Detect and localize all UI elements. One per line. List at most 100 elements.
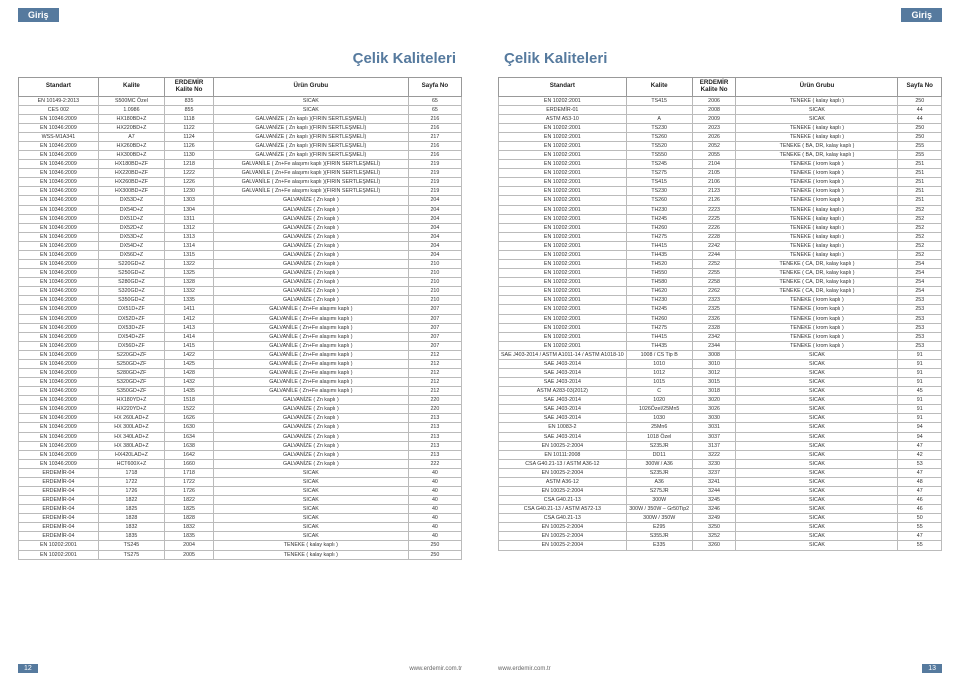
table-cell: DX54D+Z — [98, 205, 164, 214]
table-row: EN 10346:2009DX54D+Z1314GALVANİZE ( Zn k… — [19, 241, 462, 250]
table-cell: SICAK — [736, 532, 898, 541]
table-cell: GALVANİZE ( Zn kaplı ) — [213, 432, 408, 441]
table-cell: EN 10111:2008 — [499, 450, 627, 459]
table-cell: TH230 — [626, 205, 692, 214]
table-cell: 91 — [898, 359, 942, 368]
table-cell: 212 — [408, 359, 461, 368]
table-row: EN 10346:2009S220GD+Z1322GALVANİZE ( Zn … — [19, 260, 462, 269]
table-cell: EN 10346:2009 — [19, 214, 99, 223]
table-row: EN 10346:2009DX54D+ZF1414GALVANİLE ( Zn+… — [19, 332, 462, 341]
table-cell: 2004 — [165, 541, 214, 550]
table-row: ERDEMİR-0418321832SICAK40 — [19, 523, 462, 532]
table-row: CSA G40.21-13300W3245SICAK46 — [499, 496, 942, 505]
steel-table-left: StandartKaliteERDEMİRKalite NoÜrün Grubu… — [18, 77, 462, 560]
table-cell: DX53D+ZF — [98, 323, 164, 332]
table-cell: EN 10346:2009 — [19, 423, 99, 432]
table-row: EN 10025-2:2004E3353260SICAK55 — [499, 541, 942, 550]
table-cell: EN 10346:2009 — [19, 187, 99, 196]
table-cell: 253 — [898, 296, 942, 305]
table-cell: 204 — [408, 241, 461, 250]
table-cell: A36 — [626, 477, 692, 486]
table-cell: GALVANİLE ( Zn+Fe alaşımı kaplı ) — [213, 350, 408, 359]
table-row: SAE J403-201410303030SICAK91 — [499, 414, 942, 423]
table-cell: GALVANİZE ( Zn kaplı )(FIRIN SERTLEŞMELİ… — [213, 142, 408, 151]
table-cell: 1413 — [165, 323, 214, 332]
table-cell: 1832 — [98, 523, 164, 532]
table-cell: TENEKE ( krom kaplı ) — [736, 178, 898, 187]
table-cell: GALVANİZE ( Zn kaplı ) — [213, 450, 408, 459]
table-row: EN 10346:2009S320GD+Z1332GALVANİZE ( Zn … — [19, 287, 462, 296]
table-cell: 47 — [898, 532, 942, 541]
table-cell: 91 — [898, 414, 942, 423]
table-cell: 217 — [408, 132, 461, 141]
table-row: ASTM A36-12A363241SICAK48 — [499, 477, 942, 486]
table-cell: DX51D+Z — [98, 214, 164, 223]
table-cell: 213 — [408, 441, 461, 450]
table-cell: EN 10346:2009 — [19, 241, 99, 250]
table-cell: 207 — [408, 323, 461, 332]
table-cell: SICAK — [213, 532, 408, 541]
table-cell: HX220YD+Z — [98, 405, 164, 414]
table-cell: EN 10202:2001 — [499, 250, 627, 259]
table-cell: EN 10346:2009 — [19, 432, 99, 441]
table-cell: 3252 — [692, 532, 736, 541]
table-cell: TH550 — [626, 269, 692, 278]
table-cell: 855 — [165, 105, 214, 114]
table-row: EN 10202:2001TS4152106TENEKE ( krom kapl… — [499, 178, 942, 187]
table-cell: GALVANİZE ( Zn kaplı )(FIRIN SERTLEŞMELİ… — [213, 114, 408, 123]
table-cell: TENEKE ( CA, DR, kalay kaplı ) — [736, 269, 898, 278]
table-cell: SICAK — [213, 523, 408, 532]
table-cell: GALVANİLE ( Zn+Fe alaşımı kaplı ) — [213, 332, 408, 341]
table-cell: 252 — [898, 241, 942, 250]
table-cell: 1835 — [165, 532, 214, 541]
table-cell: 1828 — [98, 514, 164, 523]
table-row: ASTM A53-10A2009SICAK44 — [499, 114, 942, 123]
table-cell: ERDEMİR-04 — [19, 486, 99, 495]
table-cell: S235JR — [626, 468, 692, 477]
table-cell: TENEKE ( krom kaplı ) — [736, 196, 898, 205]
table-cell — [626, 105, 692, 114]
table-cell: GALVANİLE ( Zn+Fe alaşımı kaplı ) — [213, 323, 408, 332]
table-cell: GALVANİZE ( Zn kaplı ) — [213, 278, 408, 287]
table-cell: SICAK — [736, 378, 898, 387]
table-cell: TH245 — [626, 305, 692, 314]
table-cell: ASTM A53-10 — [499, 114, 627, 123]
table-cell: S275JR — [626, 486, 692, 495]
table-cell: 2325 — [692, 305, 736, 314]
table-cell: SICAK — [213, 468, 408, 477]
table-cell: 1118 — [165, 114, 214, 123]
table-cell: 3250 — [692, 523, 736, 532]
table-cell: ERDEMİR-04 — [19, 505, 99, 514]
table-cell: 251 — [898, 187, 942, 196]
table-cell: 1428 — [165, 368, 214, 377]
table-cell: EN 10346:2009 — [19, 296, 99, 305]
table-cell: 2344 — [692, 341, 736, 350]
table-cell: 1722 — [98, 477, 164, 486]
table-cell: EN 10346:2009 — [19, 359, 99, 368]
table-cell: 47 — [898, 486, 942, 495]
table-cell: GALVANİZE ( Zn kaplı ) — [213, 459, 408, 468]
table-cell: SAE J403-2014 — [499, 359, 627, 368]
table-cell: 1325 — [165, 269, 214, 278]
table-row: EN 10202:2001TH2752328TENEKE ( krom kapl… — [499, 323, 942, 332]
table-cell: EN 10202:2001 — [499, 341, 627, 350]
table-row: EN 10202:2001TH2602326TENEKE ( krom kapl… — [499, 314, 942, 323]
table-cell: EN 10202:2001 — [499, 223, 627, 232]
table-cell: 213 — [408, 414, 461, 423]
table-cell: 3230 — [692, 459, 736, 468]
table-cell: EN 10346:2009 — [19, 332, 99, 341]
table-cell: EN 10202:2001 — [499, 278, 627, 287]
table-cell: TENEKE ( krom kaplı ) — [736, 314, 898, 323]
steel-table-right: StandartKaliteERDEMİRKalite NoÜrün Grubu… — [498, 77, 942, 551]
table-cell: EN 10202:2001 — [499, 269, 627, 278]
table-cell: 1124 — [165, 132, 214, 141]
table-row: EN 10346:2009DX56D+ZF1415GALVANİLE ( Zn+… — [19, 341, 462, 350]
table-cell: 1415 — [165, 341, 214, 350]
table-cell: CES 002 — [19, 105, 99, 114]
table-cell: EN 10346:2009 — [19, 287, 99, 296]
table-cell: GALVANİZE ( Zn kaplı ) — [213, 241, 408, 250]
table-cell: 91 — [898, 368, 942, 377]
table-cell: SICAK — [213, 105, 408, 114]
table-cell: TENEKE ( kalay kaplı ) — [736, 123, 898, 132]
table-cell: GALVANİLE ( Zn+Fe alaşımı kaplı )(FIRIN … — [213, 160, 408, 169]
